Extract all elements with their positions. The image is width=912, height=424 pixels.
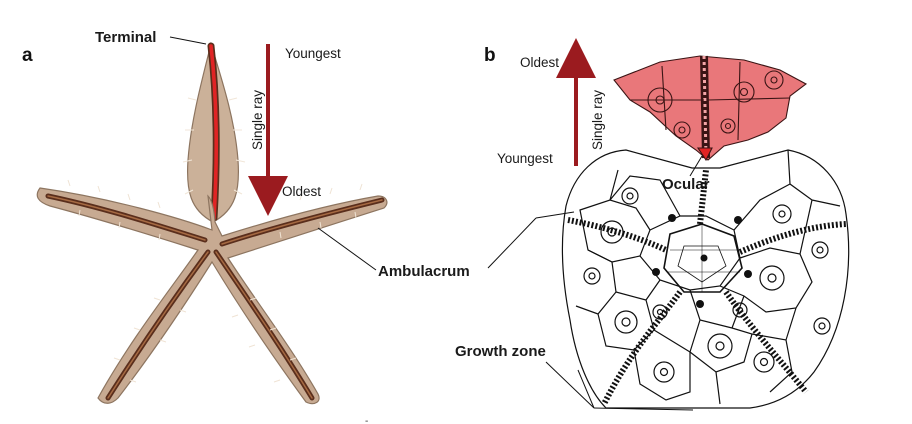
youngest-label-a: Youngest <box>285 46 341 61</box>
terminal-label: Terminal <box>95 29 156 46</box>
ambulacrum-leader-a <box>317 227 377 271</box>
single-ray-label-a: Single ray <box>250 90 265 150</box>
stray-mark: - <box>365 416 368 424</box>
terminal-leader <box>169 36 207 45</box>
growth-zone-label: Growth zone <box>455 343 546 360</box>
panel-b-letter: b <box>484 45 496 66</box>
ambulacrum-leader-b1 <box>487 217 537 269</box>
genital-pores <box>652 214 752 308</box>
oldest-label-b: Oldest <box>520 55 559 70</box>
ocular-label: Ocular <box>662 176 710 193</box>
ray-highlight <box>209 44 218 220</box>
starfish <box>36 179 388 405</box>
ambulacrum-leader-b2 <box>535 211 575 219</box>
youngest-label-b: Youngest <box>497 151 553 166</box>
panel-a-letter: a <box>22 45 33 66</box>
detached-plate-column <box>613 55 808 162</box>
oldest-label-a: Oldest <box>282 184 321 199</box>
single-ray-label-b: Single ray <box>590 90 605 150</box>
growth-zone-leaders <box>545 361 694 411</box>
detached-ray <box>182 41 246 223</box>
ocular-leader <box>689 155 703 177</box>
ambulacrum-label: Ambulacrum <box>378 263 470 280</box>
ocular-plate <box>696 147 713 162</box>
sea-urchin-test <box>561 149 850 409</box>
